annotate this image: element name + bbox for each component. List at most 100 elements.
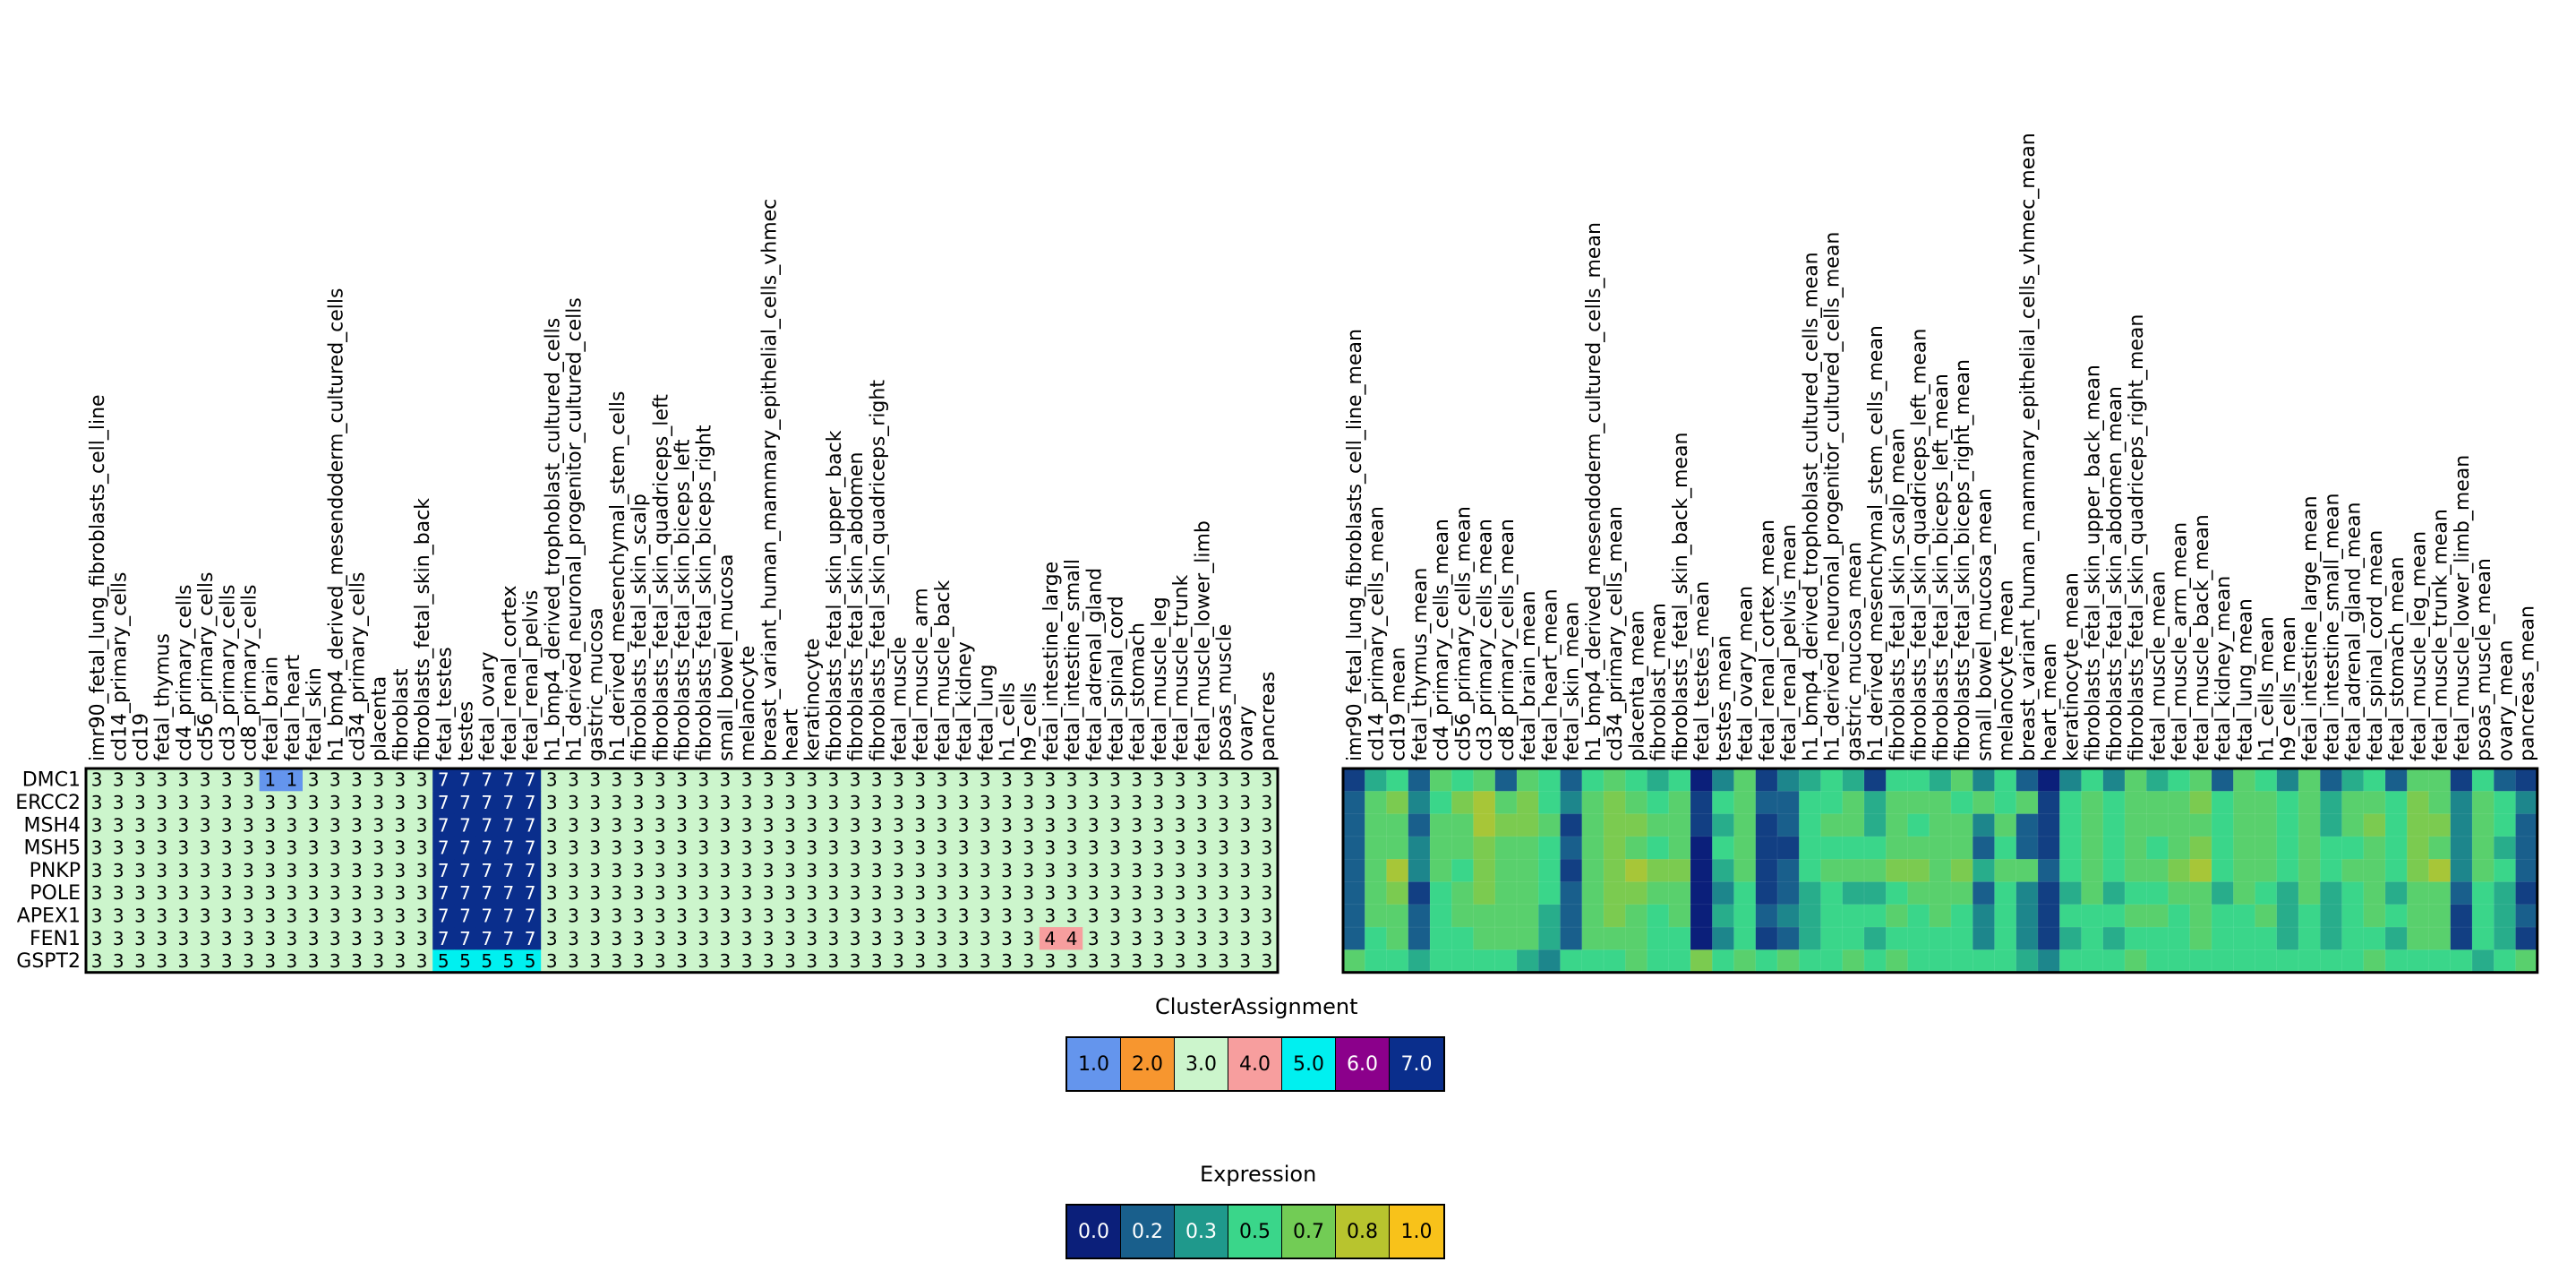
cluster-cell — [649, 813, 672, 837]
expression-cell — [1842, 768, 1865, 793]
expression-cell — [2211, 768, 2234, 793]
cluster-cell-label: 3 — [178, 769, 190, 791]
cluster-column-label: keratinocyte — [802, 639, 825, 761]
cluster-column-label: ovary — [1236, 706, 1258, 761]
cluster-cell — [649, 791, 672, 815]
cluster-cell — [930, 949, 954, 974]
expression-cell — [1907, 858, 1930, 883]
cluster-cell-label: 3 — [1218, 905, 1229, 926]
cluster-cell — [953, 927, 975, 950]
expression-column-label: keratinocyte_mean — [2060, 572, 2083, 761]
cluster-cell — [259, 904, 282, 928]
cluster-cell — [1169, 859, 1192, 882]
expression-cell — [1929, 926, 1952, 951]
cluster-cell — [953, 859, 975, 882]
cluster-cell — [1083, 904, 1105, 928]
cluster-column-label: h1_cells — [997, 683, 1020, 761]
cluster-cell-label: 7 — [503, 928, 515, 949]
expression-cell — [2059, 949, 2083, 974]
expression-cell — [2189, 949, 2212, 974]
expression-cell — [2102, 904, 2126, 928]
expression-column-label: fetal_muscle_back_mean — [2191, 514, 2213, 761]
cluster-cell-label: 3 — [1045, 792, 1057, 813]
expression-column-label: fetal_adrenal_gland_mean — [2343, 502, 2366, 761]
cluster-cell — [129, 836, 152, 860]
expression-column-label: heart_mean — [2039, 643, 2061, 761]
cluster-cell-label: 3 — [308, 814, 320, 836]
cluster-cell — [930, 904, 954, 928]
cluster-cell — [259, 859, 282, 882]
expression-cell — [2233, 858, 2256, 883]
cluster-cell-label: 3 — [720, 860, 732, 881]
expression-cell — [2384, 949, 2408, 974]
cluster-cell — [411, 791, 433, 815]
expression-cell — [2081, 836, 2104, 860]
expression-cell — [2276, 881, 2299, 906]
cluster-cell-label: 3 — [1109, 905, 1121, 926]
cluster-cell-label: 3 — [633, 769, 645, 791]
expression-column-label: h1_cells_mean — [2256, 616, 2279, 761]
cluster-cell-label: 3 — [697, 950, 709, 972]
cluster-cell — [107, 859, 130, 882]
expression-column-label: fetal_intestine_large_mean — [2299, 495, 2322, 761]
expression-cell — [1973, 904, 1996, 928]
cluster-cell — [714, 768, 737, 792]
cluster-cell — [562, 927, 586, 950]
expression-cell — [1712, 791, 1735, 815]
cluster-cell-label: 3 — [784, 814, 796, 836]
cluster-cell — [172, 768, 195, 792]
expression-cell — [1408, 904, 1431, 928]
cluster-cell-label: 3 — [1262, 928, 1273, 949]
cluster-cell — [736, 927, 758, 950]
expression-cell — [1799, 904, 1822, 928]
expression-cell — [1408, 791, 1431, 815]
cluster-cell — [475, 904, 499, 928]
cluster-cell-label: 3 — [1196, 905, 1208, 926]
cluster-cell-label: 3 — [221, 882, 233, 904]
cluster-cell-label: 3 — [784, 950, 796, 972]
cluster-cell-label: 3 — [1066, 905, 1078, 926]
cluster-cell-label: 3 — [697, 860, 709, 881]
cluster-cell — [237, 813, 261, 837]
cluster-cell — [757, 949, 780, 974]
cluster-cell-label: 3 — [937, 860, 948, 881]
cluster-cell-label: 3 — [91, 814, 103, 836]
row-label: PNKP — [30, 860, 81, 882]
cluster-cell — [303, 813, 325, 837]
cluster-cell-label: 3 — [243, 769, 254, 791]
expression-cell — [1429, 768, 1452, 793]
cluster-column-label: psoas_muscle — [1214, 624, 1237, 761]
cluster-cell-label: 3 — [612, 950, 623, 972]
row-label: ERCC2 — [15, 792, 81, 814]
expression-cell — [2233, 904, 2256, 928]
cluster-cell-label: 3 — [264, 837, 276, 859]
cluster-cell-label: 3 — [287, 928, 298, 949]
cluster-cell-label: 3 — [178, 882, 190, 904]
cluster-cell — [541, 836, 563, 860]
cluster-cell — [1234, 768, 1257, 792]
cluster-cell — [996, 927, 1019, 950]
cluster-cell — [736, 768, 758, 792]
cluster-cell-label: 3 — [1131, 792, 1143, 813]
cluster-cell-label: 3 — [1131, 882, 1143, 904]
cluster-column-label: fetal_intestine_small — [1062, 559, 1084, 761]
expression-cell — [2450, 926, 2473, 951]
expression-cell — [1647, 858, 1670, 883]
expression-cell — [1755, 791, 1778, 815]
expression-cell — [2450, 881, 2473, 906]
cluster-cell-label: 3 — [1001, 814, 1013, 836]
cluster-cell-label: 3 — [416, 860, 428, 881]
cluster-cell-label: 3 — [893, 882, 904, 904]
expression-cell — [2494, 881, 2517, 906]
expression-cell — [1408, 949, 1431, 974]
expression-cell — [2037, 926, 2060, 951]
expression-column-label: fetal_brain_mean — [1518, 591, 1540, 761]
cluster-cell-label: 3 — [1131, 860, 1143, 881]
cluster-cell-label: 3 — [1218, 882, 1229, 904]
expression-cell — [2494, 791, 2517, 815]
cluster-cell-label: 3 — [850, 928, 861, 949]
expression-cell — [1429, 813, 1452, 837]
expression-cell — [2037, 768, 2060, 793]
cluster-cell — [996, 949, 1019, 974]
cluster-cell-label: 3 — [741, 882, 753, 904]
